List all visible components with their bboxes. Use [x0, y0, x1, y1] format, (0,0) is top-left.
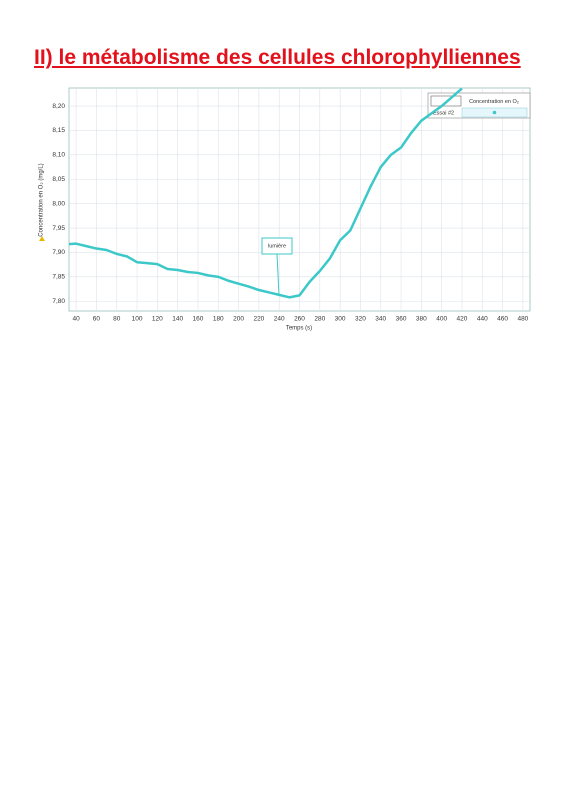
y-tick-label: 8,20 [52, 103, 65, 110]
legend-header: Concentration en O₂ [469, 99, 519, 105]
x-tick-label: 460 [497, 316, 508, 323]
x-tick-label: 180 [213, 316, 224, 323]
data-line [69, 88, 463, 299]
x-tick-label: 220 [253, 316, 264, 323]
x-tick-label: 400 [436, 316, 447, 323]
x-tick-label: 160 [193, 316, 204, 323]
x-tick-label: 360 [396, 316, 407, 323]
x-tick-label: 140 [172, 316, 183, 323]
y-tick-label: 8,10 [52, 152, 65, 159]
y-tick-label: 8,15 [52, 127, 65, 134]
y-tick-label: 7,85 [52, 274, 65, 281]
y-tick-label: 7,80 [52, 298, 65, 305]
annotation-box [261, 237, 293, 255]
x-tick-label: 440 [477, 316, 488, 323]
x-tick-label: 100 [132, 316, 143, 323]
legend-marker [492, 110, 497, 115]
x-tick-label: 280 [314, 316, 325, 323]
x-tick-label: 60 [93, 316, 101, 323]
x-tick-label: 340 [375, 316, 386, 323]
x-tick-label: 380 [416, 316, 427, 323]
legend-entry: Essai #2 [433, 110, 454, 116]
x-tick-label: 300 [335, 316, 346, 323]
x-tick-label: 200 [233, 316, 244, 323]
x-tick-label: 260 [294, 316, 305, 323]
annotation-pointer [276, 253, 280, 296]
x-tick-label: 80 [113, 316, 121, 323]
page-title: II) le métabolisme des cellules chloroph… [34, 46, 521, 69]
y-tick-label: 7,95 [52, 225, 65, 232]
x-axis-label: Temps (s) [286, 326, 312, 332]
y-tick-label: 7,90 [52, 249, 65, 256]
y-tick-label: 8,05 [52, 176, 65, 183]
x-tick-label: 240 [274, 316, 285, 323]
y-axis-label: Concentration en O₂ (mg/L) [39, 163, 45, 236]
x-tick-label: 320 [355, 316, 366, 323]
annotation: lumière [268, 243, 286, 249]
x-tick-label: 420 [457, 316, 468, 323]
x-tick-label: 480 [517, 316, 528, 323]
x-tick-label: 120 [152, 316, 163, 323]
warning-icon [39, 236, 45, 241]
x-tick-label: 40 [72, 316, 80, 323]
y-tick-label: 8,00 [52, 200, 65, 207]
